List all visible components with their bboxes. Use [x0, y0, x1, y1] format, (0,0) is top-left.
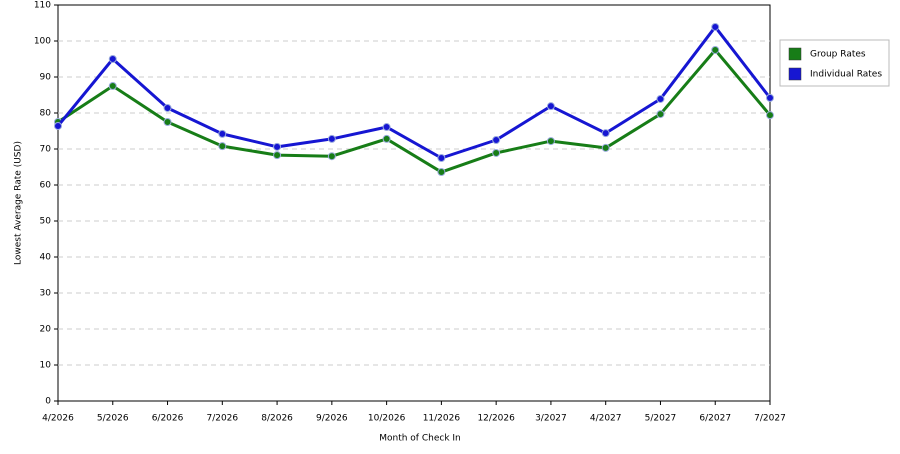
y-tick-label: 40: [40, 253, 52, 263]
data-point: [218, 129, 227, 138]
data-point: [108, 82, 117, 90]
data-point: [218, 142, 227, 151]
legend-swatch: [788, 47, 802, 61]
data-point: [546, 137, 555, 146]
data-point: [766, 111, 774, 120]
data-point: [327, 134, 336, 143]
data-point: [492, 148, 501, 157]
data-point: [382, 134, 391, 143]
x-tick-label: 7/2026: [206, 414, 238, 424]
y-tick-label: 110: [34, 1, 51, 11]
data-point: [108, 55, 117, 63]
y-tick-label: 30: [40, 289, 52, 299]
data-point: [437, 168, 446, 177]
data-point: [711, 46, 720, 54]
x-tick-label: 4/2027: [590, 414, 622, 424]
data-point: [273, 142, 282, 151]
y-axis-label: Lowest Average Rate (USD): [14, 141, 24, 265]
data-point: [546, 102, 555, 111]
data-point: [656, 94, 665, 103]
x-tick-label: 6/2026: [152, 414, 184, 424]
data-point: [601, 143, 610, 152]
y-tick-label: 100: [34, 37, 51, 47]
data-point: [273, 151, 282, 160]
x-tick-label: 5/2027: [645, 414, 677, 424]
y-tick-label: 90: [40, 73, 52, 83]
data-point: [163, 103, 172, 112]
x-tick-label: 10/2026: [368, 414, 406, 424]
data-point: [163, 118, 172, 126]
legend-label: Individual Rates: [810, 70, 882, 80]
data-point: [492, 136, 501, 144]
data-point: [601, 129, 610, 138]
data-point: [437, 154, 446, 162]
legend-swatch: [788, 67, 802, 81]
x-tick-label: 5/2026: [97, 414, 129, 424]
plot-frame: [57, 4, 771, 402]
data-point: [766, 93, 774, 102]
y-tick-label: 80: [40, 109, 52, 119]
data-point: [382, 123, 391, 132]
y-tick-label: 20: [40, 325, 52, 335]
series-line: [56, 25, 772, 160]
x-tick-label: 11/2026: [423, 414, 461, 424]
y-tick-label: 50: [40, 217, 52, 227]
x-tick-label: 8/2026: [261, 414, 293, 424]
x-tick-label: 12/2026: [477, 414, 515, 424]
x-tick-label: 9/2026: [316, 414, 348, 424]
x-tick-label: 7/2027: [754, 414, 786, 424]
x-tick-label: 4/2026: [42, 414, 74, 424]
y-tick-label: 0: [45, 397, 51, 407]
data-point: [656, 110, 665, 119]
data-point: [54, 121, 62, 130]
data-point: [711, 22, 720, 31]
y-tick-label: 60: [40, 181, 52, 191]
x-axis-label: Month of Check In: [379, 434, 461, 444]
series-line: [57, 48, 772, 174]
x-tick-label: 6/2027: [699, 414, 731, 424]
data-point: [327, 152, 336, 161]
y-tick-label: 70: [40, 145, 52, 155]
legend-label: Group Rates: [810, 50, 866, 60]
y-tick-label: 10: [40, 361, 52, 371]
x-tick-label: 3/2027: [535, 414, 567, 424]
